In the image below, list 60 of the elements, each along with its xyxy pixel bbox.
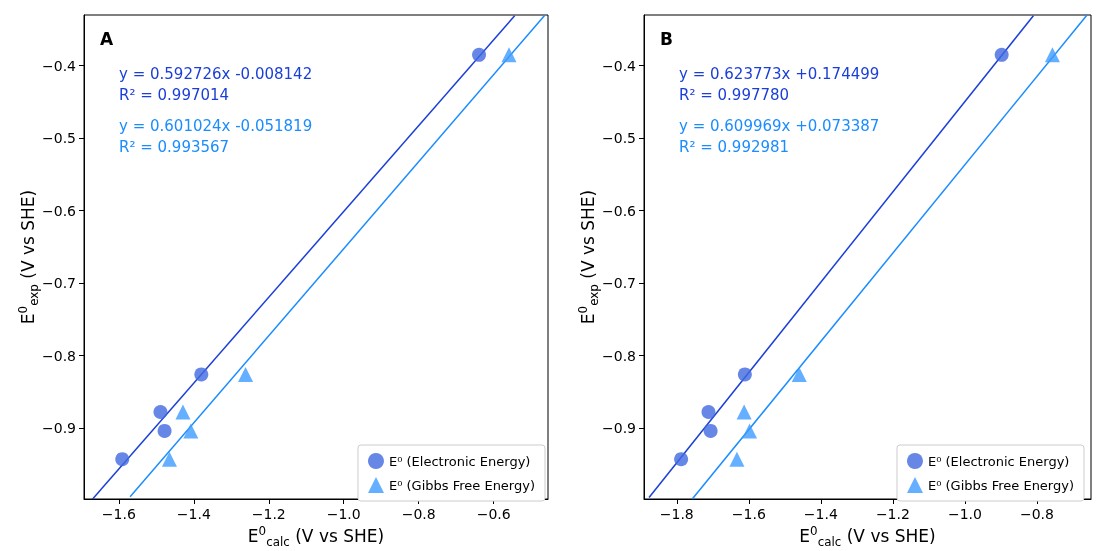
y-tick-label: −0.4 (42, 57, 77, 74)
y-tick-label: −0.5 (42, 130, 76, 147)
point (791, 366, 807, 382)
y-tick-label: −0.6 (602, 202, 637, 219)
annotation: B (660, 29, 673, 49)
x-axis-title: E$^{0}$$_{calc}$ (V vs SHE) (799, 524, 936, 550)
point (1044, 47, 1060, 63)
legend-label: E⁰ (Electronic Energy) (388, 453, 531, 469)
annotation: R² = 0.997780 (679, 85, 790, 105)
point (161, 451, 177, 467)
point (238, 366, 254, 382)
y-tick-label: −0.4 (602, 57, 637, 74)
point (994, 47, 1009, 62)
legend-label: E⁰ (Gibbs Free Energy) (927, 477, 1074, 493)
annotation: y = 0.592726x -0.008142 (119, 64, 313, 84)
point (501, 47, 517, 63)
annotation: R² = 0.997014 (119, 85, 230, 105)
annotation: R² = 0.993567 (119, 137, 230, 157)
y-tick-label: −0.8 (602, 347, 636, 364)
x-tick-label: −1.4 (176, 506, 211, 522)
point (736, 404, 752, 420)
annotation: R² = 0.992981 (679, 137, 790, 157)
legend-label: E⁰ (Gibbs Free Energy) (388, 477, 535, 493)
x-tick-label: −1.4 (803, 506, 838, 522)
annotation: y = 0.601024x -0.051819 (119, 116, 313, 136)
point (701, 405, 716, 420)
x-tick-label: −0.8 (401, 506, 436, 522)
y-tick-label: −0.5 (602, 130, 636, 147)
point (175, 404, 191, 420)
y-tick-label: −0.6 (42, 202, 77, 219)
x-axis-title: E$^{0}$$_{calc}$ (V vs SHE) (247, 524, 385, 550)
y-tick-label: −0.8 (42, 347, 76, 364)
x-tick-label: −1.8 (659, 506, 694, 522)
point (153, 405, 168, 420)
y-tick-label: −0.7 (42, 275, 76, 292)
annotation: y = 0.623773x +0.174499 (679, 64, 880, 84)
legend-label: E⁰ (Electronic Energy) (927, 453, 1070, 469)
point (115, 452, 130, 467)
x-tick-label: −1.0 (947, 506, 982, 522)
x-tick-label: −0.6 (476, 506, 511, 522)
x-tick-label: −1.2 (875, 506, 910, 522)
point (157, 423, 172, 438)
x-tick-label: −0.8 (1019, 506, 1054, 522)
point (194, 367, 209, 382)
point (674, 452, 689, 467)
annotation: y = 0.609969x +0.073387 (679, 116, 880, 136)
x-tick-label: −1.6 (101, 506, 136, 522)
x-tick-label: −1.2 (251, 506, 286, 522)
y-tick-label: −0.9 (602, 419, 636, 436)
point (703, 423, 718, 438)
x-tick-label: −1.0 (326, 506, 361, 522)
annotation: A (100, 29, 114, 49)
point (742, 423, 758, 439)
y-tick-label: −0.7 (602, 275, 636, 292)
y-tick-label: −0.9 (42, 419, 76, 436)
point (729, 451, 745, 467)
point (183, 423, 199, 439)
point (472, 47, 487, 62)
point (737, 367, 752, 382)
x-tick-label: −1.6 (731, 506, 766, 522)
